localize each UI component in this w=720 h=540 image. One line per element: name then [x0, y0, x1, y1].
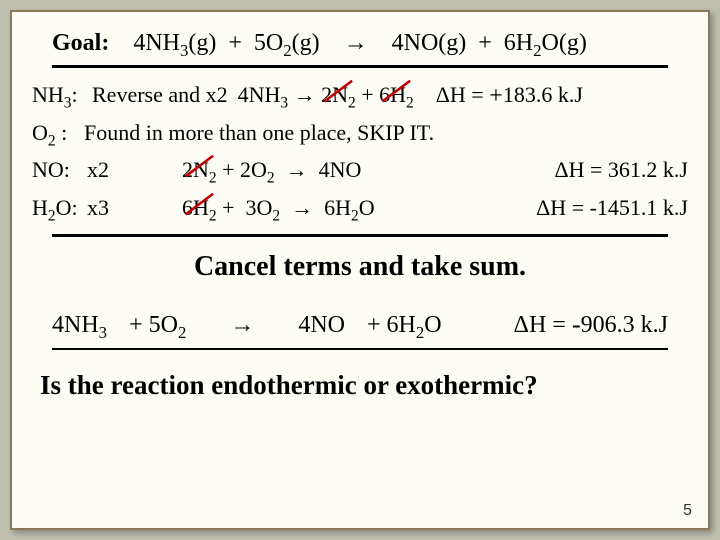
sum-term: + 5O2: [129, 312, 186, 343]
slide: Goal: 4NH3(g) + 5O2(g) → 4NO(g) + 6H2O(g…: [10, 10, 710, 530]
row-no: NO: x2 2N2 + 2O2 → 4NO ΔH = 361.2 k.J: [32, 154, 688, 190]
row-note: x3: [87, 192, 182, 224]
sum-term: 4NH3: [52, 312, 107, 343]
row-h2o: H2O: x3 6H2 + 3O2 → 6H2O ΔH = -1451.1 k.…: [32, 192, 688, 228]
sum-arrow: →: [230, 312, 254, 339]
row-dh: ΔH = 361.2 k.J: [554, 154, 688, 186]
goal-label: Goal:: [52, 30, 109, 56]
question: Is the reaction endothermic or exothermi…: [40, 370, 680, 401]
divider-top: [52, 65, 668, 68]
page-number: 5: [683, 502, 692, 520]
row-note: x2: [87, 154, 182, 186]
row-label: NO:: [32, 154, 87, 186]
sum-term: 4NO: [298, 312, 345, 339]
row-note: Reverse and x2: [92, 79, 228, 111]
row-equation: 4NH3 → 2N2 + 6H2: [238, 79, 414, 115]
row-dh: ΔH = -1451.1 k.J: [536, 192, 688, 224]
sum-term: + 6H2O: [367, 312, 442, 343]
cancel-instruction: Cancel terms and take sum.: [32, 251, 688, 283]
row-equation: 2N2 + 2O2 → 4NO: [182, 154, 361, 190]
goal-line: Goal: 4NH3(g) + 5O2(g) → 4NO(g) + 6H2O(g…: [32, 30, 688, 61]
row-note: Found in more than one place, SKIP IT.: [84, 117, 434, 149]
row-nh3: NH3: Reverse and x2 4NH3 → 2N2 + 6H2 ΔH …: [32, 78, 688, 115]
goal-equation: 4NH3(g) + 5O2(g) → 4NO(g) + 6H2O(g): [133, 30, 587, 56]
row-equation: 6H2 + 3O2 → 6H2O: [182, 192, 375, 228]
row-label: H2O:: [32, 192, 87, 228]
sum-dh: ΔH = -906.3 k.J: [514, 309, 668, 340]
row-o2: O2 : Found in more than one place, SKIP …: [32, 117, 688, 153]
row-label: O2 :: [32, 117, 84, 153]
row-dh: ΔH = +183.6 k.J: [436, 78, 583, 113]
work-block: NH3: Reverse and x2 4NH3 → 2N2 + 6H2 ΔH …: [32, 78, 688, 228]
sum-line: 4NH3 + 5O2 → 4NO + 6H2O ΔH = -906.3 k.J: [52, 305, 668, 351]
row-label: NH3:: [32, 79, 92, 115]
divider-bottom: [52, 234, 668, 237]
